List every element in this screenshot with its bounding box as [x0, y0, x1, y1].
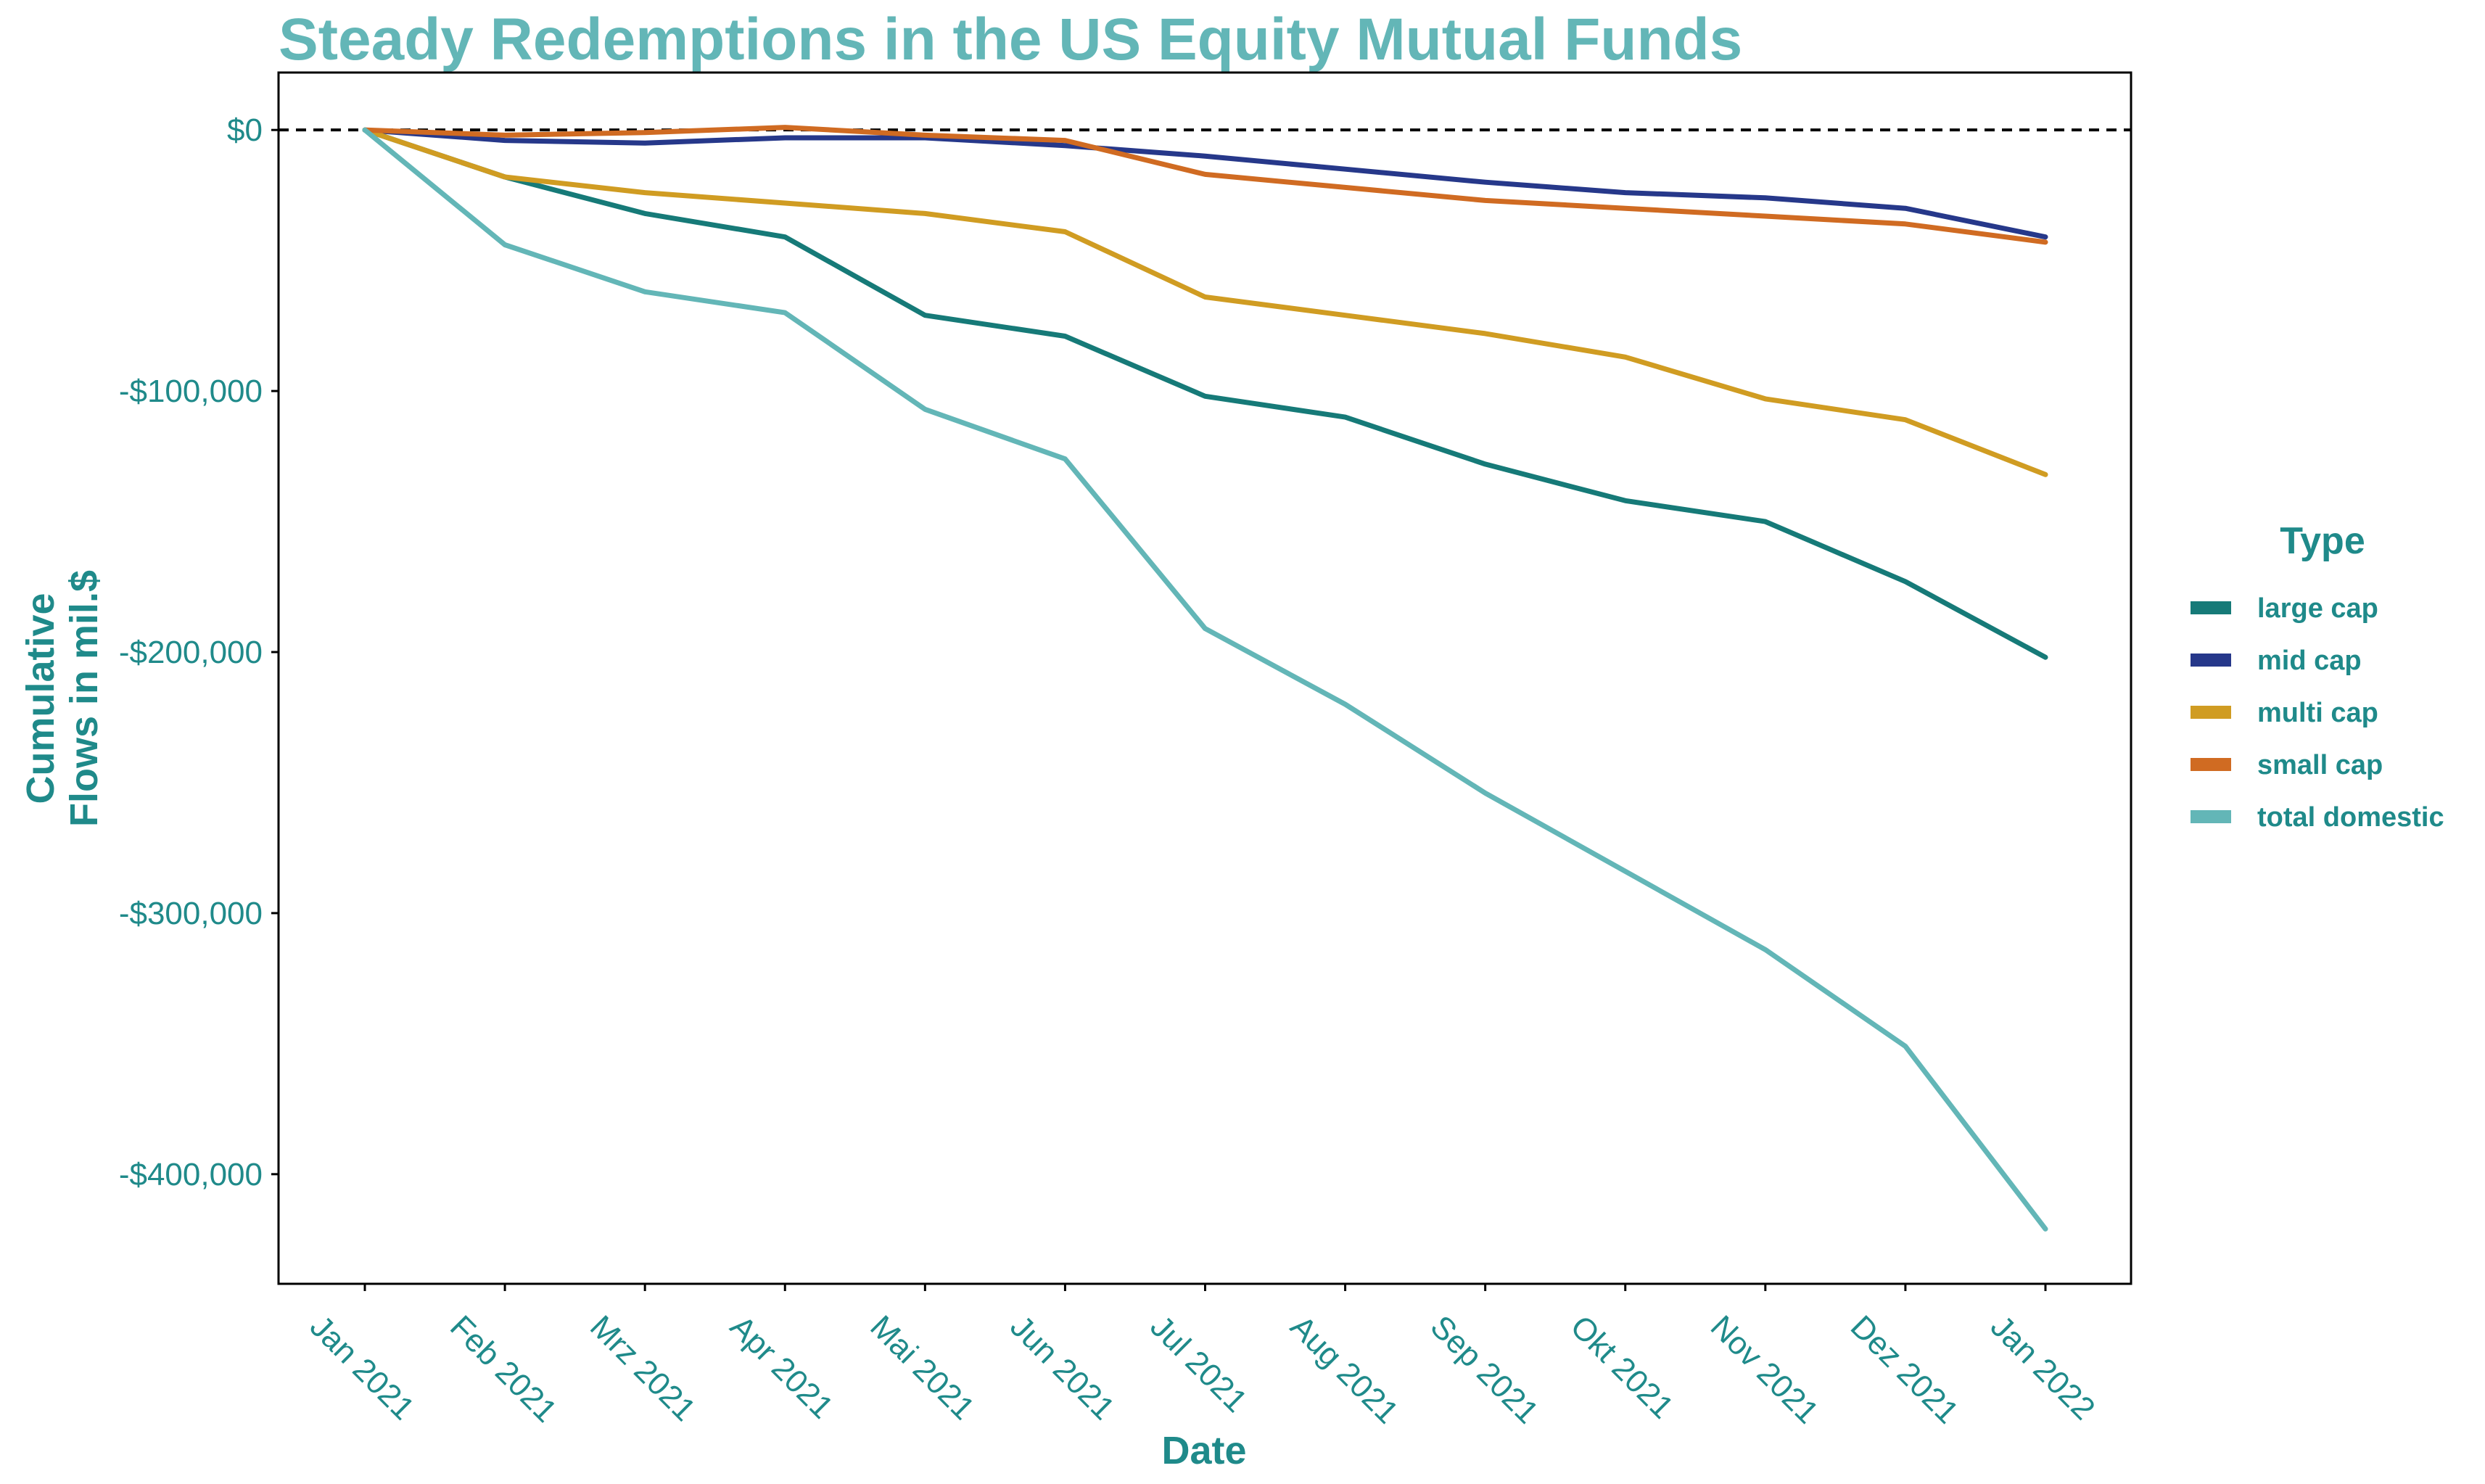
y-tick-label: $0 [227, 112, 263, 148]
x-tick-label: Aug 2021 [1284, 1308, 1406, 1430]
legend-label: large cap [2257, 593, 2378, 624]
y-axis: $0 -$100,000 -$200,000 -$300,000 -$400,000 [119, 112, 279, 1192]
legend-key [2191, 654, 2231, 667]
x-tick-label: Nov 2021 [1704, 1308, 1826, 1430]
legend-label: total domestic [2257, 802, 2444, 833]
x-tick-label: Jul 2021 [1143, 1308, 1253, 1419]
series-line-multi-cap [362, 127, 2048, 477]
series-line-small-cap [362, 125, 2048, 245]
series-line-total-domestic [362, 127, 2048, 1232]
x-tick-label: Jan 2022 [1984, 1308, 2102, 1427]
y-tick-label: -$100,000 [119, 374, 263, 409]
x-tick-label: Okt 2021 [1564, 1308, 1681, 1425]
x-tick-label: Feb 2021 [443, 1308, 564, 1429]
legend-items: large cap mid cap multi cap small cap total … [2191, 593, 2444, 833]
series-line-mid-cap [362, 127, 2048, 240]
x-tick-label: Sep 2021 [1424, 1308, 1546, 1430]
x-tick-label: Jun 2021 [1003, 1308, 1121, 1427]
x-tick-label: Dez 2021 [1844, 1308, 1966, 1430]
plot-area [277, 71, 2132, 1285]
y-tick-label: -$200,000 [119, 635, 263, 670]
series-layer [362, 125, 2048, 1232]
y-axis-title-line-2: Flows in mil.$ [62, 570, 106, 827]
legend-label: mid cap [2257, 646, 2362, 676]
legend-item-mid-cap: mid cap [2191, 646, 2362, 676]
x-tick-label: Mrz 2021 [583, 1308, 702, 1427]
legend-key [2191, 601, 2231, 614]
legend-item-large-cap: large cap [2191, 593, 2378, 624]
legend-key [2191, 758, 2231, 771]
legend-item-total-domestic: total domestic [2191, 802, 2444, 833]
y-axis-title: Cumulative Flows in mil.$ [19, 570, 106, 827]
legend-key [2191, 810, 2231, 823]
legend-label: multi cap [2257, 698, 2378, 728]
series-line-large-cap [362, 127, 2048, 660]
x-tick-label: Mai 2021 [863, 1308, 981, 1427]
y-tick-label: -$300,000 [119, 896, 263, 931]
chart-title: Steady Redemptions in the US Equity Mutu… [279, 7, 1742, 73]
x-axis: Jan 2021 Feb 2021 Mrz 2021 Apr 2021 Mai 2021… [303, 1284, 2102, 1430]
legend-title: Type [2280, 520, 2365, 562]
x-tick-label: Apr 2021 [723, 1308, 840, 1425]
legend-item-multi-cap: multi cap [2191, 698, 2378, 728]
plot-frame [277, 71, 2132, 1285]
legend-key [2191, 706, 2231, 719]
legend-item-small-cap: small cap [2191, 750, 2383, 780]
y-tick-label: -$400,000 [119, 1157, 263, 1192]
y-axis-title-line-1: Cumulative [19, 593, 62, 804]
x-tick-label: Jan 2021 [303, 1308, 421, 1427]
x-axis-title: Date [1161, 1429, 1246, 1472]
legend-label: small cap [2257, 750, 2383, 780]
legend: Type large cap mid cap multi cap small cap t… [2191, 520, 2444, 833]
